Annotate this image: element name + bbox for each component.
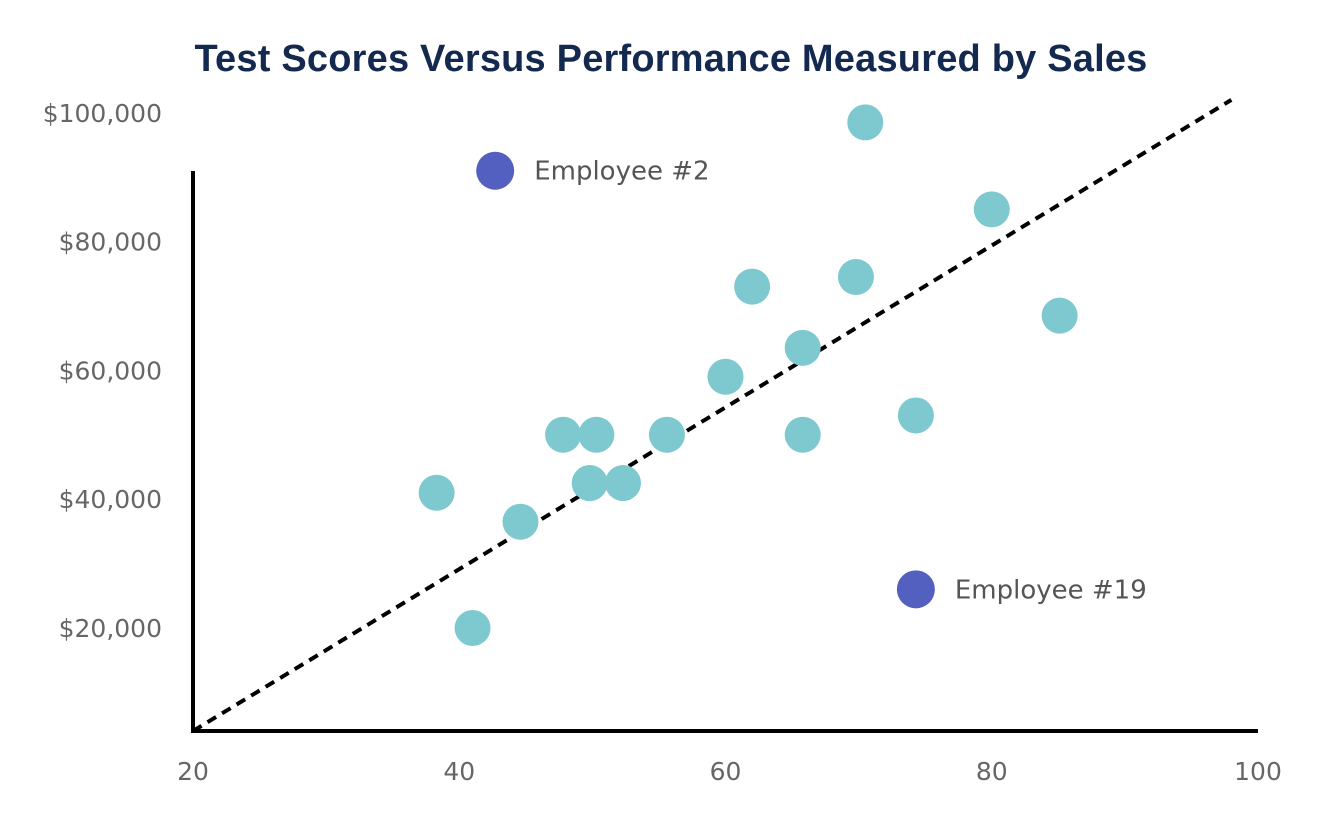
data-point-9 xyxy=(707,358,744,395)
x-tick-label: 60 xyxy=(710,757,742,786)
chart-title: Test Scores Versus Performance Measured … xyxy=(194,38,1148,80)
data-point-2 xyxy=(454,609,491,646)
data-point-16 xyxy=(973,191,1010,228)
data-point-17 xyxy=(1041,297,1078,334)
x-tick-label: 40 xyxy=(443,757,475,786)
y-tick-label: $80,000 xyxy=(59,228,162,257)
data-point-15 xyxy=(897,397,934,434)
trend-line xyxy=(191,98,1233,733)
data-point-7 xyxy=(604,465,641,502)
x-tick-label: 100 xyxy=(1234,757,1282,786)
data-point-13 xyxy=(837,258,874,295)
x-tick-label: 20 xyxy=(177,757,209,786)
x-tick-label: 80 xyxy=(976,757,1008,786)
data-point-12 xyxy=(784,416,821,453)
data-point-4 xyxy=(545,416,582,453)
data-point-10 xyxy=(734,268,771,305)
highlight-point-2 xyxy=(896,570,935,609)
data-point-8 xyxy=(648,416,685,453)
y-tick-label: $20,000 xyxy=(59,614,162,643)
data-point-3 xyxy=(502,503,539,540)
data-point-11 xyxy=(784,329,821,366)
highlight-label-2: Employee #19 xyxy=(955,575,1147,605)
highlight-label-1: Employee #2 xyxy=(534,157,709,187)
data-point-1 xyxy=(418,474,455,511)
data-point-14 xyxy=(847,104,884,141)
highlight-point-1 xyxy=(476,151,515,190)
y-tick-label: $100,000 xyxy=(43,99,162,128)
y-tick-label: $60,000 xyxy=(59,356,162,385)
data-point-5 xyxy=(571,465,608,502)
data-point-6 xyxy=(578,416,615,453)
y-tick-label: $40,000 xyxy=(59,485,162,514)
